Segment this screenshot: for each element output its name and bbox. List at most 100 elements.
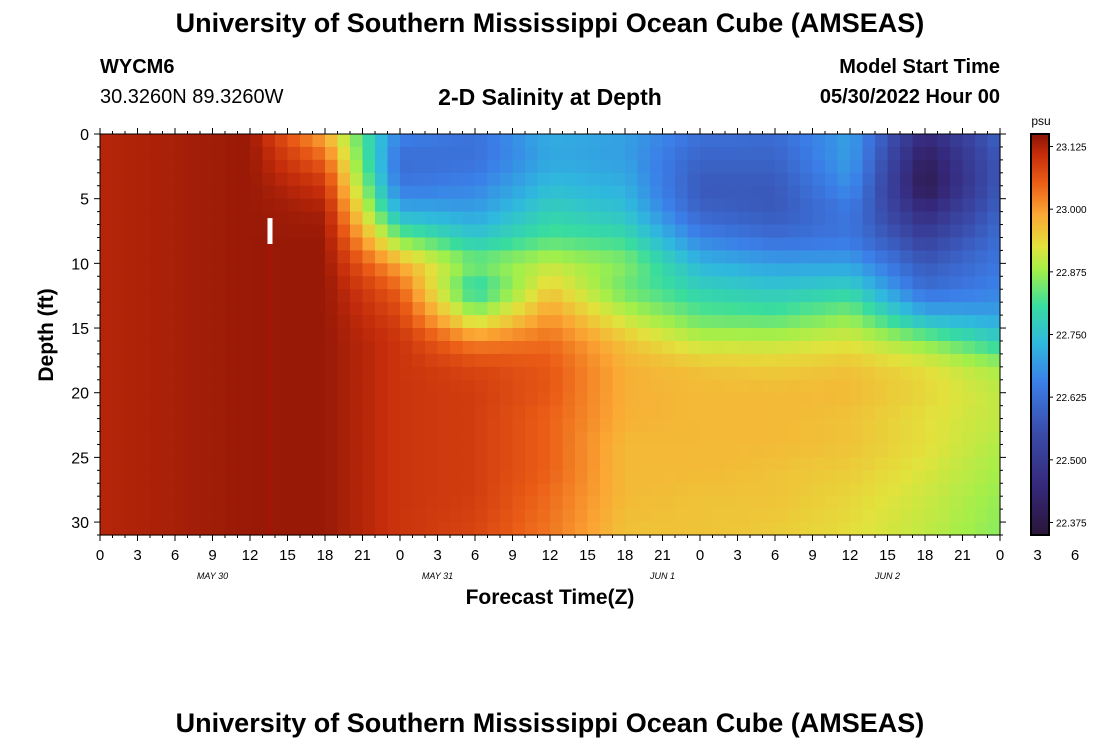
heatmap-cell (875, 159, 889, 174)
heatmap-cell (412, 315, 426, 329)
data-gap-marker (267, 218, 273, 244)
heatmap-cell (662, 444, 676, 458)
x-tick-label: 12 (242, 547, 259, 564)
heatmap-cell (100, 211, 114, 226)
heatmap-cell (375, 302, 389, 316)
x-tick-label: 9 (808, 547, 816, 564)
heatmap-cell (412, 405, 426, 420)
heatmap-cell (300, 483, 314, 497)
heatmap-cell (675, 159, 689, 174)
heatmap-cell (675, 250, 689, 264)
heatmap-cell (637, 353, 651, 368)
heatmap-cell (800, 211, 814, 226)
heatmap-cell (125, 250, 139, 264)
model-start-label: Model Start Time (839, 56, 1000, 78)
heatmap-cell (800, 379, 814, 394)
heatmap-cell (112, 224, 126, 239)
heatmap-cell (575, 198, 589, 213)
heatmap-cell (962, 379, 976, 394)
x-tick-label: 21 (354, 547, 371, 564)
heatmap-cell (800, 302, 814, 316)
heatmap-cell (925, 224, 939, 239)
heatmap-cell (550, 444, 564, 458)
heatmap-cell (975, 522, 989, 536)
heatmap-cell (587, 211, 601, 226)
heatmap-cell (825, 379, 839, 394)
heatmap-cell (562, 379, 576, 394)
heatmap-cell (312, 185, 326, 200)
heatmap-cell (775, 172, 789, 187)
heatmap-cell (675, 263, 689, 277)
heatmap-cell (375, 405, 389, 420)
heatmap-cell (400, 418, 414, 433)
heatmap-cell (312, 198, 326, 213)
heatmap-cell (987, 198, 1001, 213)
heatmap-cell (612, 366, 626, 381)
heatmap-cell (350, 237, 364, 252)
heatmap-cell (600, 340, 614, 355)
heatmap-cell (412, 392, 426, 407)
heatmap-cell (450, 509, 464, 523)
heatmap-cell (687, 250, 701, 264)
heatmap-cell (550, 457, 564, 471)
heatmap-cell (575, 146, 589, 161)
heatmap-cell (550, 263, 564, 277)
heatmap-cell (825, 211, 839, 226)
heatmap-cell (750, 379, 764, 394)
heatmap-cell (312, 146, 326, 161)
heatmap-cell (662, 250, 676, 264)
heatmap-cell (337, 289, 351, 303)
heatmap-cell (900, 405, 914, 420)
heatmap-cell (775, 237, 789, 252)
heatmap-cell (525, 444, 539, 458)
heatmap-cell (925, 379, 939, 394)
heatmap-cell (275, 185, 289, 200)
chart-axes: 0369121518210369121518210369121518210369… (71, 127, 1079, 581)
heatmap-cell (212, 302, 226, 316)
heatmap-cell (762, 237, 776, 252)
heatmap-cell (275, 509, 289, 523)
heatmap-cell (900, 418, 914, 433)
heatmap-cell (150, 250, 164, 264)
heatmap-cell (100, 418, 114, 433)
heatmap-cell (325, 340, 339, 355)
heatmap-cell (137, 134, 151, 148)
heatmap-cell (450, 366, 464, 381)
heatmap-cell (137, 522, 151, 536)
heatmap-cell (200, 185, 214, 200)
heatmap-cell (650, 224, 664, 239)
heatmap-cell (362, 250, 376, 264)
heatmap-cell (837, 276, 851, 290)
heatmap-cell (312, 509, 326, 523)
heatmap-cell (350, 185, 364, 200)
heatmap-cell (100, 289, 114, 303)
heatmap-cell (750, 159, 764, 174)
heatmap-cell (787, 353, 801, 368)
heatmap-cell (425, 366, 439, 381)
heatmap-cell (812, 250, 826, 264)
heatmap-cell (512, 392, 526, 407)
heatmap-cell (100, 366, 114, 381)
heatmap-cell (362, 431, 376, 446)
heatmap-cell (787, 198, 801, 213)
heatmap-cell (487, 522, 501, 536)
heatmap-cell (625, 172, 639, 187)
heatmap-cell (212, 250, 226, 264)
heatmap-cell (762, 289, 776, 303)
heatmap-cell (812, 457, 826, 471)
heatmap-cell (837, 211, 851, 226)
heatmap-cell (462, 431, 476, 446)
heatmap-cell (575, 159, 589, 174)
heatmap-cell (687, 315, 701, 329)
heatmap-cell (562, 185, 576, 200)
heatmap-cell (187, 185, 201, 200)
heatmap-cell (725, 444, 739, 458)
heatmap-cell (712, 522, 726, 536)
heatmap-cell (100, 172, 114, 187)
day-label: JUN 2 (874, 571, 900, 581)
heatmap-cell (275, 276, 289, 290)
heatmap-cell (625, 211, 639, 226)
heatmap-cell (862, 263, 876, 277)
heatmap-cell (725, 172, 739, 187)
